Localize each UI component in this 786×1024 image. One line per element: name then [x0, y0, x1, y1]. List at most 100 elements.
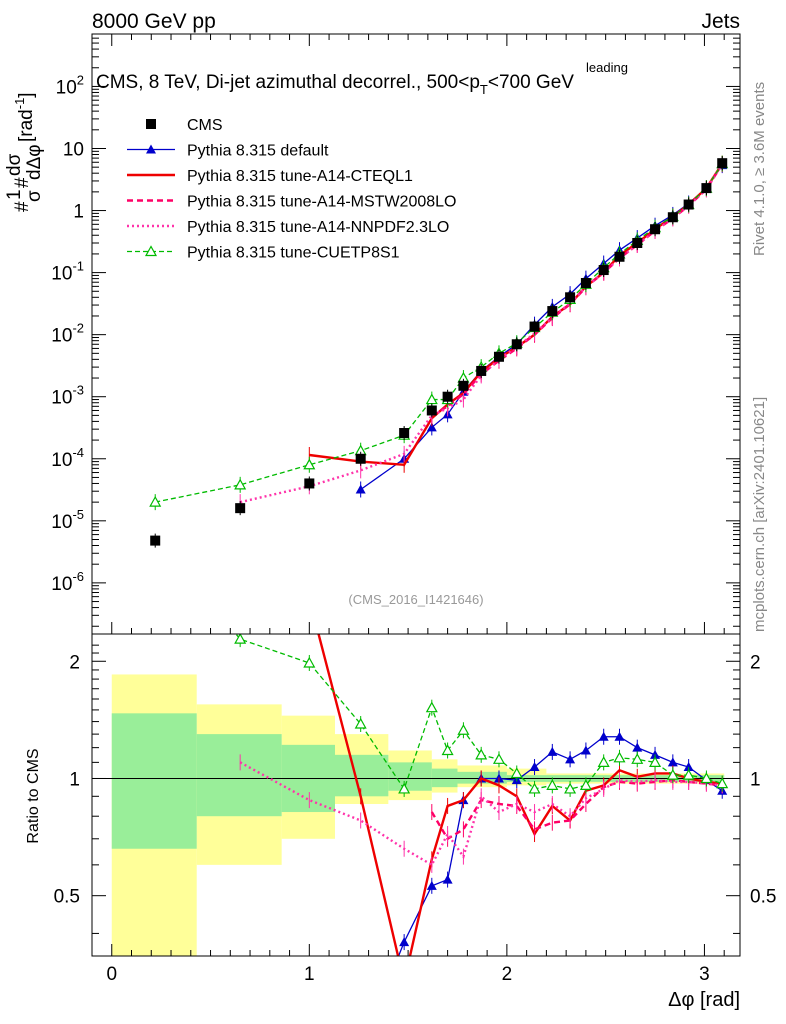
ratio-series-0-point — [650, 749, 661, 759]
ratio-series-0-point — [598, 731, 609, 741]
y-tick-label: 10-3 — [51, 383, 84, 409]
ratio-series-0-point — [614, 731, 625, 741]
ratio-uncertainty-bands — [111, 674, 725, 956]
reference-point — [235, 503, 246, 514]
reference-point — [529, 321, 540, 332]
reference-point — [442, 391, 453, 402]
svg-text:#: # — [12, 201, 33, 212]
y-tick-label: 10-1 — [51, 259, 84, 285]
ratio-series-4-point — [597, 756, 610, 767]
ratio-series-3-line — [239, 761, 723, 867]
legend-label: Pythia 8.315 tune-A14-MSTW2008LO — [187, 194, 456, 211]
reference-point — [650, 224, 661, 235]
legend-entry-5: Pythia 8.315 tune-CUETP8S1 — [127, 245, 400, 262]
ratio-series-4-point — [425, 701, 438, 713]
ratio-series-4-point — [441, 744, 454, 756]
ylabel-dphi: dΔφ — [24, 144, 45, 180]
ratio-series-0-point — [442, 874, 453, 884]
reference-point — [547, 306, 558, 317]
y-tick-label: 10 — [63, 139, 84, 160]
reference-point — [150, 535, 161, 546]
ratio-series-4-point — [649, 756, 662, 767]
ratio-series-4-point — [528, 782, 541, 794]
reference-point — [580, 277, 591, 288]
ratio-band-green — [335, 754, 389, 797]
svg-text:1: 1 — [4, 189, 25, 200]
ratio-y-label: Ratio to CMS — [25, 748, 42, 843]
ratio-series-0-point — [547, 746, 558, 756]
main-series-0-point — [355, 484, 366, 494]
main-series — [149, 155, 729, 548]
x-tick-label: 2 — [502, 964, 513, 985]
legend-entry-2: Pythia 8.315 tune-A14-CTEQL1 — [127, 168, 413, 185]
svg-text:[rad-1]: [rad-1] — [12, 92, 37, 142]
ylabel-unit-close: ] — [16, 92, 37, 97]
ratio-series-4-point — [234, 634, 247, 644]
chart-title-tail: <700 GeV — [488, 72, 574, 93]
x-tick-label: 1 — [304, 964, 315, 985]
chart-title: CMS, 8 TeV, Di-jet azimuthal decorrel., … — [96, 72, 574, 97]
ylabel-dsigma: dσ — [4, 153, 25, 176]
legend-swatch-marker — [146, 119, 156, 129]
y-tick-label: 10-2 — [51, 321, 84, 347]
ylabel-hash: # — [12, 201, 33, 212]
ylabel-one: 1 — [4, 189, 25, 200]
ratio-series-0-point — [632, 742, 643, 752]
ylabel-sigma: σ — [24, 190, 45, 202]
ratio-band-green — [388, 762, 432, 791]
reference-point — [493, 351, 504, 362]
ylabel-unit-exp: -1 — [12, 98, 27, 110]
x-axis-label: Δφ [rad] — [668, 989, 740, 1011]
legend-entry-4: Pythia 8.315 tune-A14-NNPDF2.3LO — [127, 219, 449, 236]
svg-text:dΔφ: dΔφ — [24, 144, 45, 180]
ratio-series-4-point — [700, 772, 713, 784]
ratio-series-4-point — [613, 751, 626, 763]
ratio-tick-label-left: 0.5 — [54, 887, 80, 908]
rivet-version-label: Rivet 4.1.0, ≥ 3.6M events — [751, 82, 768, 256]
axis-ticks: 0 1 2 3 10-6 10-5 10-4 10-3 10-2 10-1 1 10 102 0.5 0.5… — [51, 33, 776, 985]
ratio-series-4-point — [682, 768, 695, 780]
y-tick-label: 10-5 — [51, 507, 84, 533]
ratio-series-4-point — [492, 753, 505, 764]
ylabel-hash2: # — [12, 177, 33, 188]
reference-point — [632, 237, 643, 248]
header-right: Jets — [701, 10, 740, 33]
ratio-band-green — [111, 713, 197, 849]
y-tick-label: 10-4 — [51, 445, 84, 471]
reference-point — [458, 380, 469, 391]
ratio-frame — [91, 633, 741, 957]
ratio-series-4-point — [579, 779, 592, 790]
legend-entry-0: CMS — [146, 117, 223, 134]
ratio-series-4-point — [398, 782, 411, 794]
svg-text:dσ: dσ — [4, 153, 25, 176]
chart-title-sub: T — [480, 82, 488, 97]
legend-label: Pythia 8.315 tune-CUETP8S1 — [187, 245, 400, 262]
ratio-series-0-point — [565, 754, 576, 764]
ratio-series-0-line — [397, 736, 723, 956]
legend-swatch-marker — [146, 144, 156, 154]
legend-label: Pythia 8.315 tune-A14-CTEQL1 — [187, 168, 413, 185]
legend-label: CMS — [187, 117, 223, 134]
chart-title-sup: leading — [586, 60, 628, 75]
ratio-tick-label-right: 1 — [750, 769, 761, 790]
ratio-series-4-point — [303, 656, 316, 668]
legend: CMS Pythia 8.315 default Pythia 8.315 tune… — [127, 117, 456, 262]
ratio-series-0-point — [529, 762, 540, 772]
reference-point — [667, 212, 678, 223]
ratio-tick-label-left: 2 — [69, 652, 80, 673]
ratio-band-green — [431, 768, 458, 788]
x-tick-label: 3 — [699, 964, 710, 985]
reference-point — [426, 405, 437, 416]
legend-label: Pythia 8.315 default — [187, 143, 329, 160]
reference-point — [565, 292, 576, 303]
legend-label: Pythia 8.315 tune-A14-NNPDF2.3LO — [187, 219, 449, 236]
reference-point — [717, 158, 728, 169]
reference-point — [614, 251, 625, 262]
mcplots-source-label: mcplots.cern.ch [arXiv:2401.10621] — [751, 397, 768, 632]
main-series-0-point — [426, 422, 437, 432]
ratio-series-0-point — [426, 880, 437, 890]
analysis-watermark: (CMS_2016_I1421646) — [348, 592, 483, 607]
ratio-series-4-point — [716, 777, 729, 789]
legend-swatch-marker — [144, 245, 158, 257]
